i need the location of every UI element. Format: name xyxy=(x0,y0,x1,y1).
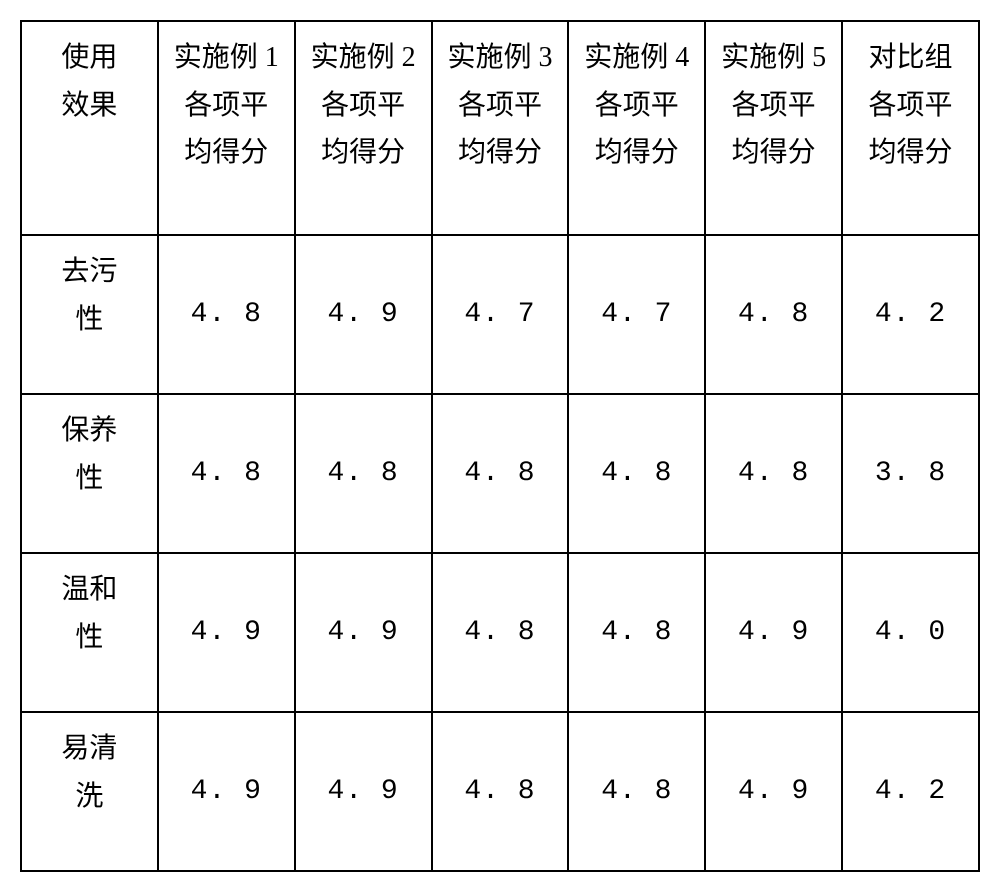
row-2-label-line-1: 性 xyxy=(22,614,157,662)
col-header-2-line-0: 实施例 2 xyxy=(296,34,431,82)
table-header-row: 使用 效果 实施例 1 各项平 均得分 实施例 2 各项平 均得分 xyxy=(21,21,979,235)
row-2-val-3: 4. 8 xyxy=(568,553,705,712)
row-3-val-3: 4. 8 xyxy=(568,712,705,871)
col-header-2-line-2: 均得分 xyxy=(296,129,431,177)
col-header-6: 对比组 各项平 均得分 xyxy=(842,21,979,235)
col-header-3-line-0: 实施例 3 xyxy=(433,34,568,82)
row-0-val-5: 4. 2 xyxy=(842,235,979,394)
col-header-4-line-1: 各项平 xyxy=(569,82,704,130)
table-row: 保养 性 4. 8 4. 8 4. 8 4. 8 4. 8 3. 8 xyxy=(21,394,979,553)
row-2-label-line-0: 温和 xyxy=(22,566,157,614)
row-3-val-4: 4. 9 xyxy=(705,712,842,871)
col-header-5-line-1: 各项平 xyxy=(706,82,841,130)
col-header-1-line-0: 实施例 1 xyxy=(159,34,294,82)
table-row: 去污 性 4. 8 4. 9 4. 7 4. 7 4. 8 4. 2 xyxy=(21,235,979,394)
row-3-label: 易清 洗 xyxy=(21,712,158,871)
row-2-val-1: 4. 9 xyxy=(295,553,432,712)
col-header-5-line-2: 均得分 xyxy=(706,129,841,177)
row-1-val-2: 4. 8 xyxy=(432,394,569,553)
row-2-val-0: 4. 9 xyxy=(158,553,295,712)
row-0-val-3: 4. 7 xyxy=(568,235,705,394)
col-header-0-line-0: 使用 xyxy=(22,34,157,82)
results-table: 使用 效果 实施例 1 各项平 均得分 实施例 2 各项平 均得分 xyxy=(20,20,980,872)
row-2-val-4: 4. 9 xyxy=(705,553,842,712)
row-3-val-5: 4. 2 xyxy=(842,712,979,871)
col-header-5: 实施例 5 各项平 均得分 xyxy=(705,21,842,235)
row-1-label-line-1: 性 xyxy=(22,455,157,503)
row-0-label-line-0: 去污 xyxy=(22,248,157,296)
row-1-val-0: 4. 8 xyxy=(158,394,295,553)
row-2-label: 温和 性 xyxy=(21,553,158,712)
row-1-val-1: 4. 8 xyxy=(295,394,432,553)
table-row: 易清 洗 4. 9 4. 9 4. 8 4. 8 4. 9 4. 2 xyxy=(21,712,979,871)
row-0-label-line-1: 性 xyxy=(22,296,157,344)
row-1-val-5: 3. 8 xyxy=(842,394,979,553)
row-0-val-0: 4. 8 xyxy=(158,235,295,394)
col-header-5-line-0: 实施例 5 xyxy=(706,34,841,82)
col-header-0-line-1: 效果 xyxy=(22,82,157,130)
col-header-3-line-2: 均得分 xyxy=(433,129,568,177)
row-3-label-line-0: 易清 xyxy=(22,725,157,773)
row-2-val-5: 4. 0 xyxy=(842,553,979,712)
col-header-2-line-1: 各项平 xyxy=(296,82,431,130)
col-header-0: 使用 效果 xyxy=(21,21,158,235)
col-header-1-line-1: 各项平 xyxy=(159,82,294,130)
col-header-1: 实施例 1 各项平 均得分 xyxy=(158,21,295,235)
row-3-val-2: 4. 8 xyxy=(432,712,569,871)
row-1-label: 保养 性 xyxy=(21,394,158,553)
col-header-4-line-2: 均得分 xyxy=(569,129,704,177)
row-3-val-1: 4. 9 xyxy=(295,712,432,871)
col-header-6-line-2: 均得分 xyxy=(843,129,978,177)
row-0-val-1: 4. 9 xyxy=(295,235,432,394)
row-0-val-4: 4. 8 xyxy=(705,235,842,394)
row-0-val-2: 4. 7 xyxy=(432,235,569,394)
row-1-val-4: 4. 8 xyxy=(705,394,842,553)
table-row: 温和 性 4. 9 4. 9 4. 8 4. 8 4. 9 4. 0 xyxy=(21,553,979,712)
row-3-val-0: 4. 9 xyxy=(158,712,295,871)
col-header-1-line-2: 均得分 xyxy=(159,129,294,177)
col-header-3-line-1: 各项平 xyxy=(433,82,568,130)
col-header-4-line-0: 实施例 4 xyxy=(569,34,704,82)
row-3-label-line-1: 洗 xyxy=(22,773,157,821)
col-header-3: 实施例 3 各项平 均得分 xyxy=(432,21,569,235)
col-header-4: 实施例 4 各项平 均得分 xyxy=(568,21,705,235)
col-header-6-line-1: 各项平 xyxy=(843,82,978,130)
row-0-label: 去污 性 xyxy=(21,235,158,394)
row-1-label-line-0: 保养 xyxy=(22,407,157,455)
col-header-2: 实施例 2 各项平 均得分 xyxy=(295,21,432,235)
col-header-6-line-0: 对比组 xyxy=(843,34,978,82)
row-1-val-3: 4. 8 xyxy=(568,394,705,553)
row-2-val-2: 4. 8 xyxy=(432,553,569,712)
